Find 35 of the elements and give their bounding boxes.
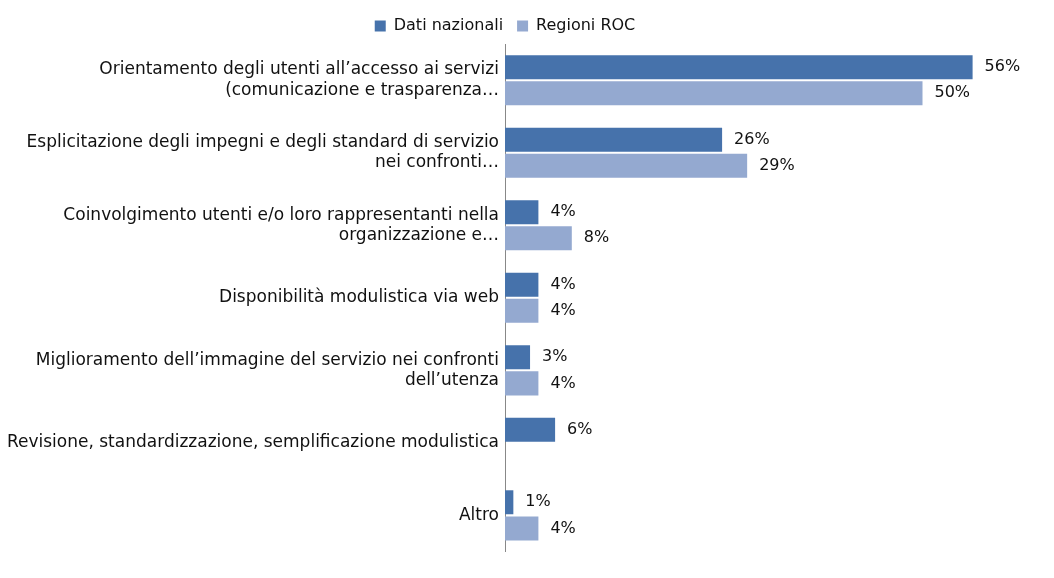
data-label: 56% [984, 56, 1021, 76]
y-tick-label: Miglioramento dell’immagine del servizio nei confronti dell’utenza [35, 348, 499, 389]
legend-label: Dati nazionali [393, 15, 504, 35]
bar [505, 490, 514, 515]
bar [505, 81, 923, 106]
bar [505, 345, 531, 370]
y-tick-label: Disponibilità modulistica via web [219, 286, 499, 307]
data-label: 6% [567, 418, 593, 438]
bar [505, 417, 556, 442]
bar [505, 298, 539, 323]
y-tick-label: Esplicitazione degli impegni e degli standard di servizio nei confronti… [26, 130, 499, 172]
data-label: 4% [550, 201, 576, 221]
y-tick-label: Altro [458, 503, 499, 524]
data-label: 4% [550, 273, 576, 293]
bar [505, 371, 539, 396]
bar [505, 516, 539, 541]
data-label: 26% [734, 128, 770, 148]
bar [505, 226, 572, 251]
bar [505, 55, 973, 80]
data-label: 29% [759, 154, 795, 174]
legend-label: Regioni ROC [536, 15, 636, 35]
bar [505, 200, 539, 225]
data-label: 8% [583, 227, 610, 247]
data-label: 1% [525, 491, 551, 511]
bar [505, 153, 748, 178]
data-label: 3% [542, 346, 568, 366]
y-tick-label: Revisione, standardizzazione, semplificazione modulistica [6, 431, 499, 452]
data-label: 4% [550, 372, 576, 392]
y-tick-label: Orientamento degli utenti all’accesso ai servizi (comunicazione e trasparenza… [99, 58, 499, 99]
data-label: 50% [934, 82, 971, 102]
bar [505, 127, 723, 152]
data-label: 4% [550, 517, 576, 537]
data-label: 4% [550, 300, 576, 320]
y-tick-label: Coinvolgimento utenti e/o loro rappresentanti nella organizzazione e… [63, 203, 499, 244]
bar [505, 272, 539, 297]
